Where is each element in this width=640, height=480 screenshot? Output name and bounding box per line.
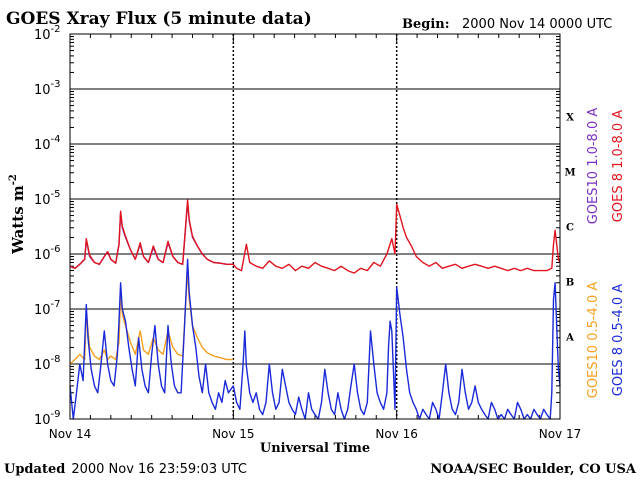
updated-value: 2000 Nov 16 23:59:03 UTC [71, 462, 247, 477]
y-tick-base: 10 [34, 193, 51, 208]
series-line-goes-8-0-5-4-0-a [69, 258, 561, 420]
y-tick-exponent: -6 [51, 244, 61, 255]
y-tick-base: 10 [34, 138, 51, 153]
legend-entry: GOES10 1.0-8.0 A [586, 108, 601, 225]
flare-class-label: X [566, 113, 574, 124]
legend-entry: GOES 8 1.0-8.0 A [611, 110, 626, 222]
y-tick-label: 10-2 [34, 24, 61, 43]
y-tick-label: 10-6 [34, 244, 61, 263]
x-tick-label: Nov 15 [212, 427, 255, 441]
begin-label: Begin: [402, 17, 450, 32]
y-tick-base: 10 [34, 303, 51, 318]
y-tick-label: 10-4 [34, 134, 61, 153]
legend-entry: GOES10 0.5-4.0 A [586, 282, 601, 399]
x-tick-label: Nov 17 [539, 427, 582, 441]
flare-class-label: M [564, 168, 575, 179]
y-axis-label-sup: -2 [8, 174, 19, 185]
minor-ticks [69, 34, 561, 420]
footer-updated: Updated 2000 Nov 16 23:59:03 UTC [4, 462, 247, 477]
flare-class-label: A [565, 333, 574, 344]
y-tick-label: 10-3 [34, 79, 61, 98]
x-tick-label: Nov 16 [375, 427, 418, 441]
y-tick-label: 10-8 [34, 354, 61, 373]
day-dividers [232, 34, 398, 419]
series-line-goes-8-1-0-8-0-a [69, 199, 561, 274]
plot-frame [69, 33, 561, 420]
y-tick-exponent: -4 [51, 134, 61, 145]
y-tick-exponent: -8 [51, 354, 61, 365]
legend-entry: GOES 8 0.5-4.0 A [611, 284, 626, 396]
y-tick-label: 10-7 [34, 299, 61, 318]
x-tick-labels: Nov 14 Nov 15 Nov 16 Nov 17 [49, 427, 582, 441]
flare-class-labels: A B C M X [564, 113, 575, 344]
y-tick-base: 10 [34, 413, 51, 428]
updated-label: Updated [4, 462, 65, 477]
y-tick-exponent: -5 [51, 189, 61, 200]
y-tick-base: 10 [34, 28, 51, 43]
flare-class-label: B [566, 278, 574, 289]
series-lines [69, 199, 561, 420]
flare-class-label: C [566, 223, 574, 234]
y-tick-exponent: -7 [51, 299, 61, 310]
y-tick-labels: 10-910-810-710-610-510-410-310-2 [34, 24, 61, 428]
svg-text:Watts m-2: Watts m-2 [8, 174, 27, 255]
y-tick-base: 10 [34, 248, 51, 263]
legend: GOES10 1.0-8.0 A GOES 8 1.0-8.0 A GOES10 0… [586, 108, 626, 399]
y-tick-label: 10-9 [34, 409, 61, 428]
footer-credit: NOAA/SEC Boulder, CO USA [430, 462, 637, 477]
y-tick-exponent: -9 [51, 409, 61, 420]
x-axis-label: Universal Time [260, 441, 370, 456]
series-line-goes10-0-5-4-0-a [69, 269, 234, 365]
y-tick-label: 10-5 [34, 189, 61, 208]
x-tick-label: Nov 14 [49, 427, 92, 441]
y-axis-label: Watts m-2 [8, 174, 27, 255]
y-tick-exponent: -3 [51, 79, 61, 90]
chart-title: GOES Xray Flux (5 minute data) [6, 9, 312, 29]
y-tick-base: 10 [34, 358, 51, 373]
series-line-goes10-1-0-8-0-a [69, 200, 234, 269]
y-tick-exponent: -2 [51, 24, 61, 35]
begin-value: 2000 Nov 14 0000 UTC [462, 17, 612, 32]
gridlines [70, 88, 560, 365]
y-tick-base: 10 [34, 83, 51, 98]
y-axis-label-text: Watts m [9, 185, 27, 255]
